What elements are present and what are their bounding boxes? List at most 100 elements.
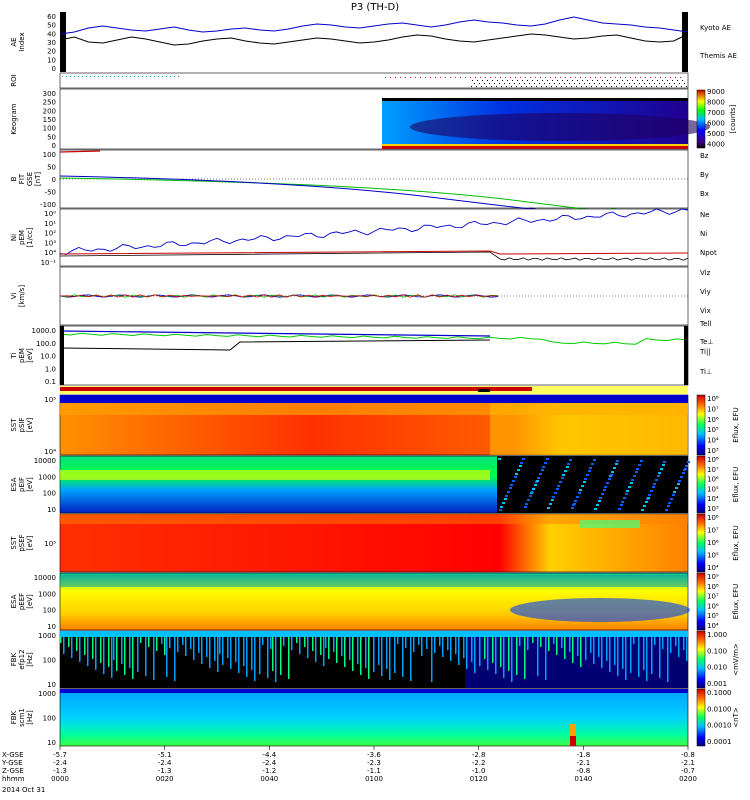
esa_e-cbar-tick-3: 10⁶ (707, 602, 719, 610)
ylabel-ni-1: pEM (18, 230, 26, 245)
esa_e-cbar-tick-5: 10⁴ (707, 622, 719, 630)
esa-i-speckle (569, 459, 572, 461)
sst-i-late (490, 403, 688, 455)
fbk-e-streak (569, 637, 571, 652)
ylabel-esa_i-2: [eV] (26, 477, 34, 492)
esa-i-speckle (552, 496, 555, 498)
fbk-e-streak (651, 637, 653, 674)
fbk-e-streak (410, 637, 412, 681)
roi-dot (686, 86, 687, 87)
sst_i-cbar-tick-1: 10⁷ (707, 405, 719, 413)
roi-dot (78, 76, 79, 77)
coord-1-3: -2.3 (367, 759, 381, 767)
sst_i-cbar-tick-0: 10⁸ (707, 395, 719, 403)
fbk-e-streak (288, 637, 290, 679)
esa-i-speckle (631, 479, 634, 481)
vi-legend-0: Viz (700, 269, 711, 277)
esa-i-speckle (519, 465, 522, 467)
roi-dot (505, 77, 506, 78)
fbk-e-streak (625, 637, 627, 680)
fbk-e-streak (243, 637, 245, 666)
fbk-e-streak (654, 637, 656, 645)
coord-label-2: Z-GSE (2, 767, 24, 775)
esa-i-speckle (647, 497, 650, 499)
esa-i-speckle (539, 473, 542, 475)
ytick-bfit-3: -50 (45, 189, 56, 197)
esa-i-speckle (547, 507, 550, 509)
roi-dot (516, 86, 517, 87)
roi-dot (430, 77, 431, 78)
esa-i-speckle (606, 482, 609, 484)
esa-i-speckle (650, 490, 653, 492)
fbk-e-streak (360, 637, 362, 675)
ytick-sst_i-0: 10⁵ (44, 396, 56, 404)
esa-i-speckle (551, 499, 554, 501)
fbk-e-streak (633, 637, 635, 644)
ylabel-esa_e-1: pEEF (18, 593, 26, 610)
ytick-keogram-1: 250 (43, 99, 56, 107)
ylabel-ni-0: Ni (10, 234, 18, 241)
roi-dot (621, 86, 622, 87)
coord-3-6: 0200 (679, 775, 697, 783)
esa-i-speckle (657, 475, 660, 477)
roi-dot (515, 77, 516, 78)
ylabel-vi-0: Vi (10, 293, 18, 300)
roi-dot (599, 83, 600, 84)
fbk-e-streak (394, 637, 396, 673)
esa-i-speckle (652, 486, 655, 488)
fbk-e-streak (320, 637, 322, 655)
esa_i-cbar-tick-0: 10⁸ (707, 456, 719, 464)
keogram-bottom-red (382, 146, 688, 149)
roi-dot (577, 80, 578, 81)
roi-dot (440, 77, 441, 78)
roi-dot (166, 76, 167, 77)
esa-i-speckle (527, 499, 530, 501)
esa_e-cbar-tick-4: 10⁵ (707, 612, 719, 620)
roi-dot (114, 76, 115, 77)
esa_i-cbar-tick-5: 10³ (707, 505, 719, 513)
esa-i-speckle (608, 478, 611, 480)
fbk-e-streak (219, 637, 221, 654)
fbk_e-cbar-label: <mV/m> (732, 643, 740, 676)
ylabel-fbk_b-2: [Hz] (26, 710, 34, 725)
fbk-e-streak (267, 637, 269, 678)
esa-i-speckle (564, 470, 567, 472)
roi-dot (460, 77, 461, 78)
roi-dot (661, 86, 662, 87)
roi-dot (587, 80, 588, 81)
fbk-e-streak (455, 637, 457, 654)
coord-3-3: 0100 (365, 775, 383, 783)
esa-i-speckle (571, 507, 574, 509)
esa-i-speckle (537, 477, 540, 479)
fbk-e-streak (275, 637, 277, 682)
fbk-e-streak (291, 637, 293, 650)
roi-dot (532, 80, 533, 81)
fbk_b-colorbar (696, 688, 706, 747)
fbk-e-streak (487, 637, 489, 670)
esa-i-speckle (599, 497, 602, 499)
sst_e-cbar-tick-3: 10⁵ (707, 552, 719, 560)
fbk-e-streak (217, 637, 219, 672)
ylabel-sst_e-1: pSEF (18, 534, 26, 551)
fbk-e-streak (572, 637, 574, 663)
keogram-cbar-label: [counts] (729, 104, 737, 133)
fbk-e-streak (548, 637, 550, 651)
roi-dot (620, 77, 621, 78)
fbk-e-streak (164, 637, 166, 655)
fbk-b-top (60, 689, 688, 693)
roi-dot (680, 77, 681, 78)
roi-dot (594, 83, 595, 84)
fbk-e-streak (524, 637, 526, 679)
ytick-ti-0: 1000.0 (32, 327, 57, 335)
fbk_e-cbar-tick-0: 1.000 (707, 631, 727, 639)
sst_i-cbar-tick-2: 10⁶ (707, 416, 719, 424)
roi-dot (634, 83, 635, 84)
fbk-e-streak (177, 637, 179, 652)
coord-3-4: 0120 (470, 775, 488, 783)
roi-dot (679, 83, 680, 84)
fbk-e-streak (537, 637, 539, 676)
roi-dot (420, 77, 421, 78)
roi-dot (481, 86, 482, 87)
roi-dot (562, 80, 563, 81)
esa-i-speckle (594, 508, 597, 510)
